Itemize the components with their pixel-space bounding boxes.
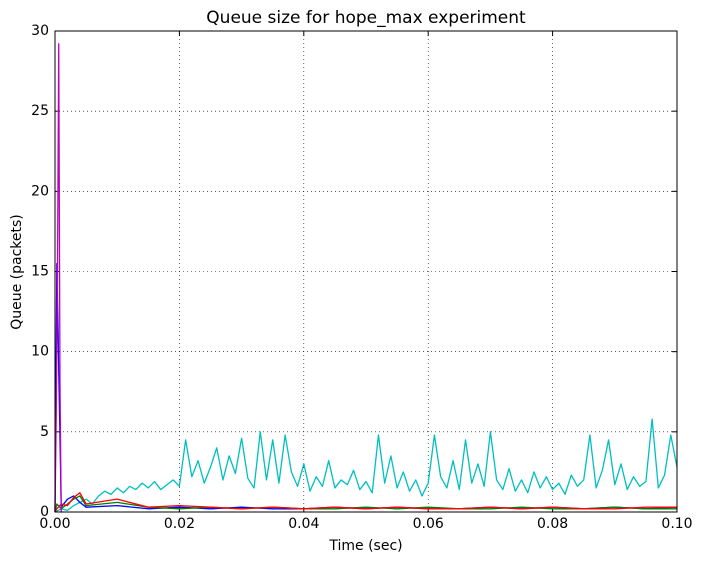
plot-frame (54, 30, 678, 513)
y-tick-label: 30 (31, 23, 49, 39)
x-tick-label: 0.00 (39, 516, 70, 532)
x-tick-label: 0.02 (164, 516, 195, 532)
y-tick-label: 20 (31, 183, 49, 199)
y-tick-label: 25 (31, 103, 49, 119)
y-axis-label: Queue (packets) (9, 214, 25, 330)
x-tick-label: 0.08 (537, 516, 568, 532)
x-tick-label: 0.10 (661, 516, 692, 532)
x-tick-label: 0.04 (288, 516, 319, 532)
series-line (54, 262, 678, 513)
x-axis-label: Time (sec) (328, 538, 402, 554)
y-tick-label: 15 (31, 264, 49, 280)
y-tick-label: 5 (40, 424, 49, 440)
series-line (54, 492, 677, 513)
series-line (54, 495, 677, 513)
x-tick-label: 0.06 (413, 516, 444, 532)
series-line (54, 418, 678, 513)
chart-title: Queue size for hope_max experiment (206, 8, 526, 28)
y-tick-label: 10 (31, 344, 49, 360)
y-tick-label: 0 (40, 504, 49, 520)
